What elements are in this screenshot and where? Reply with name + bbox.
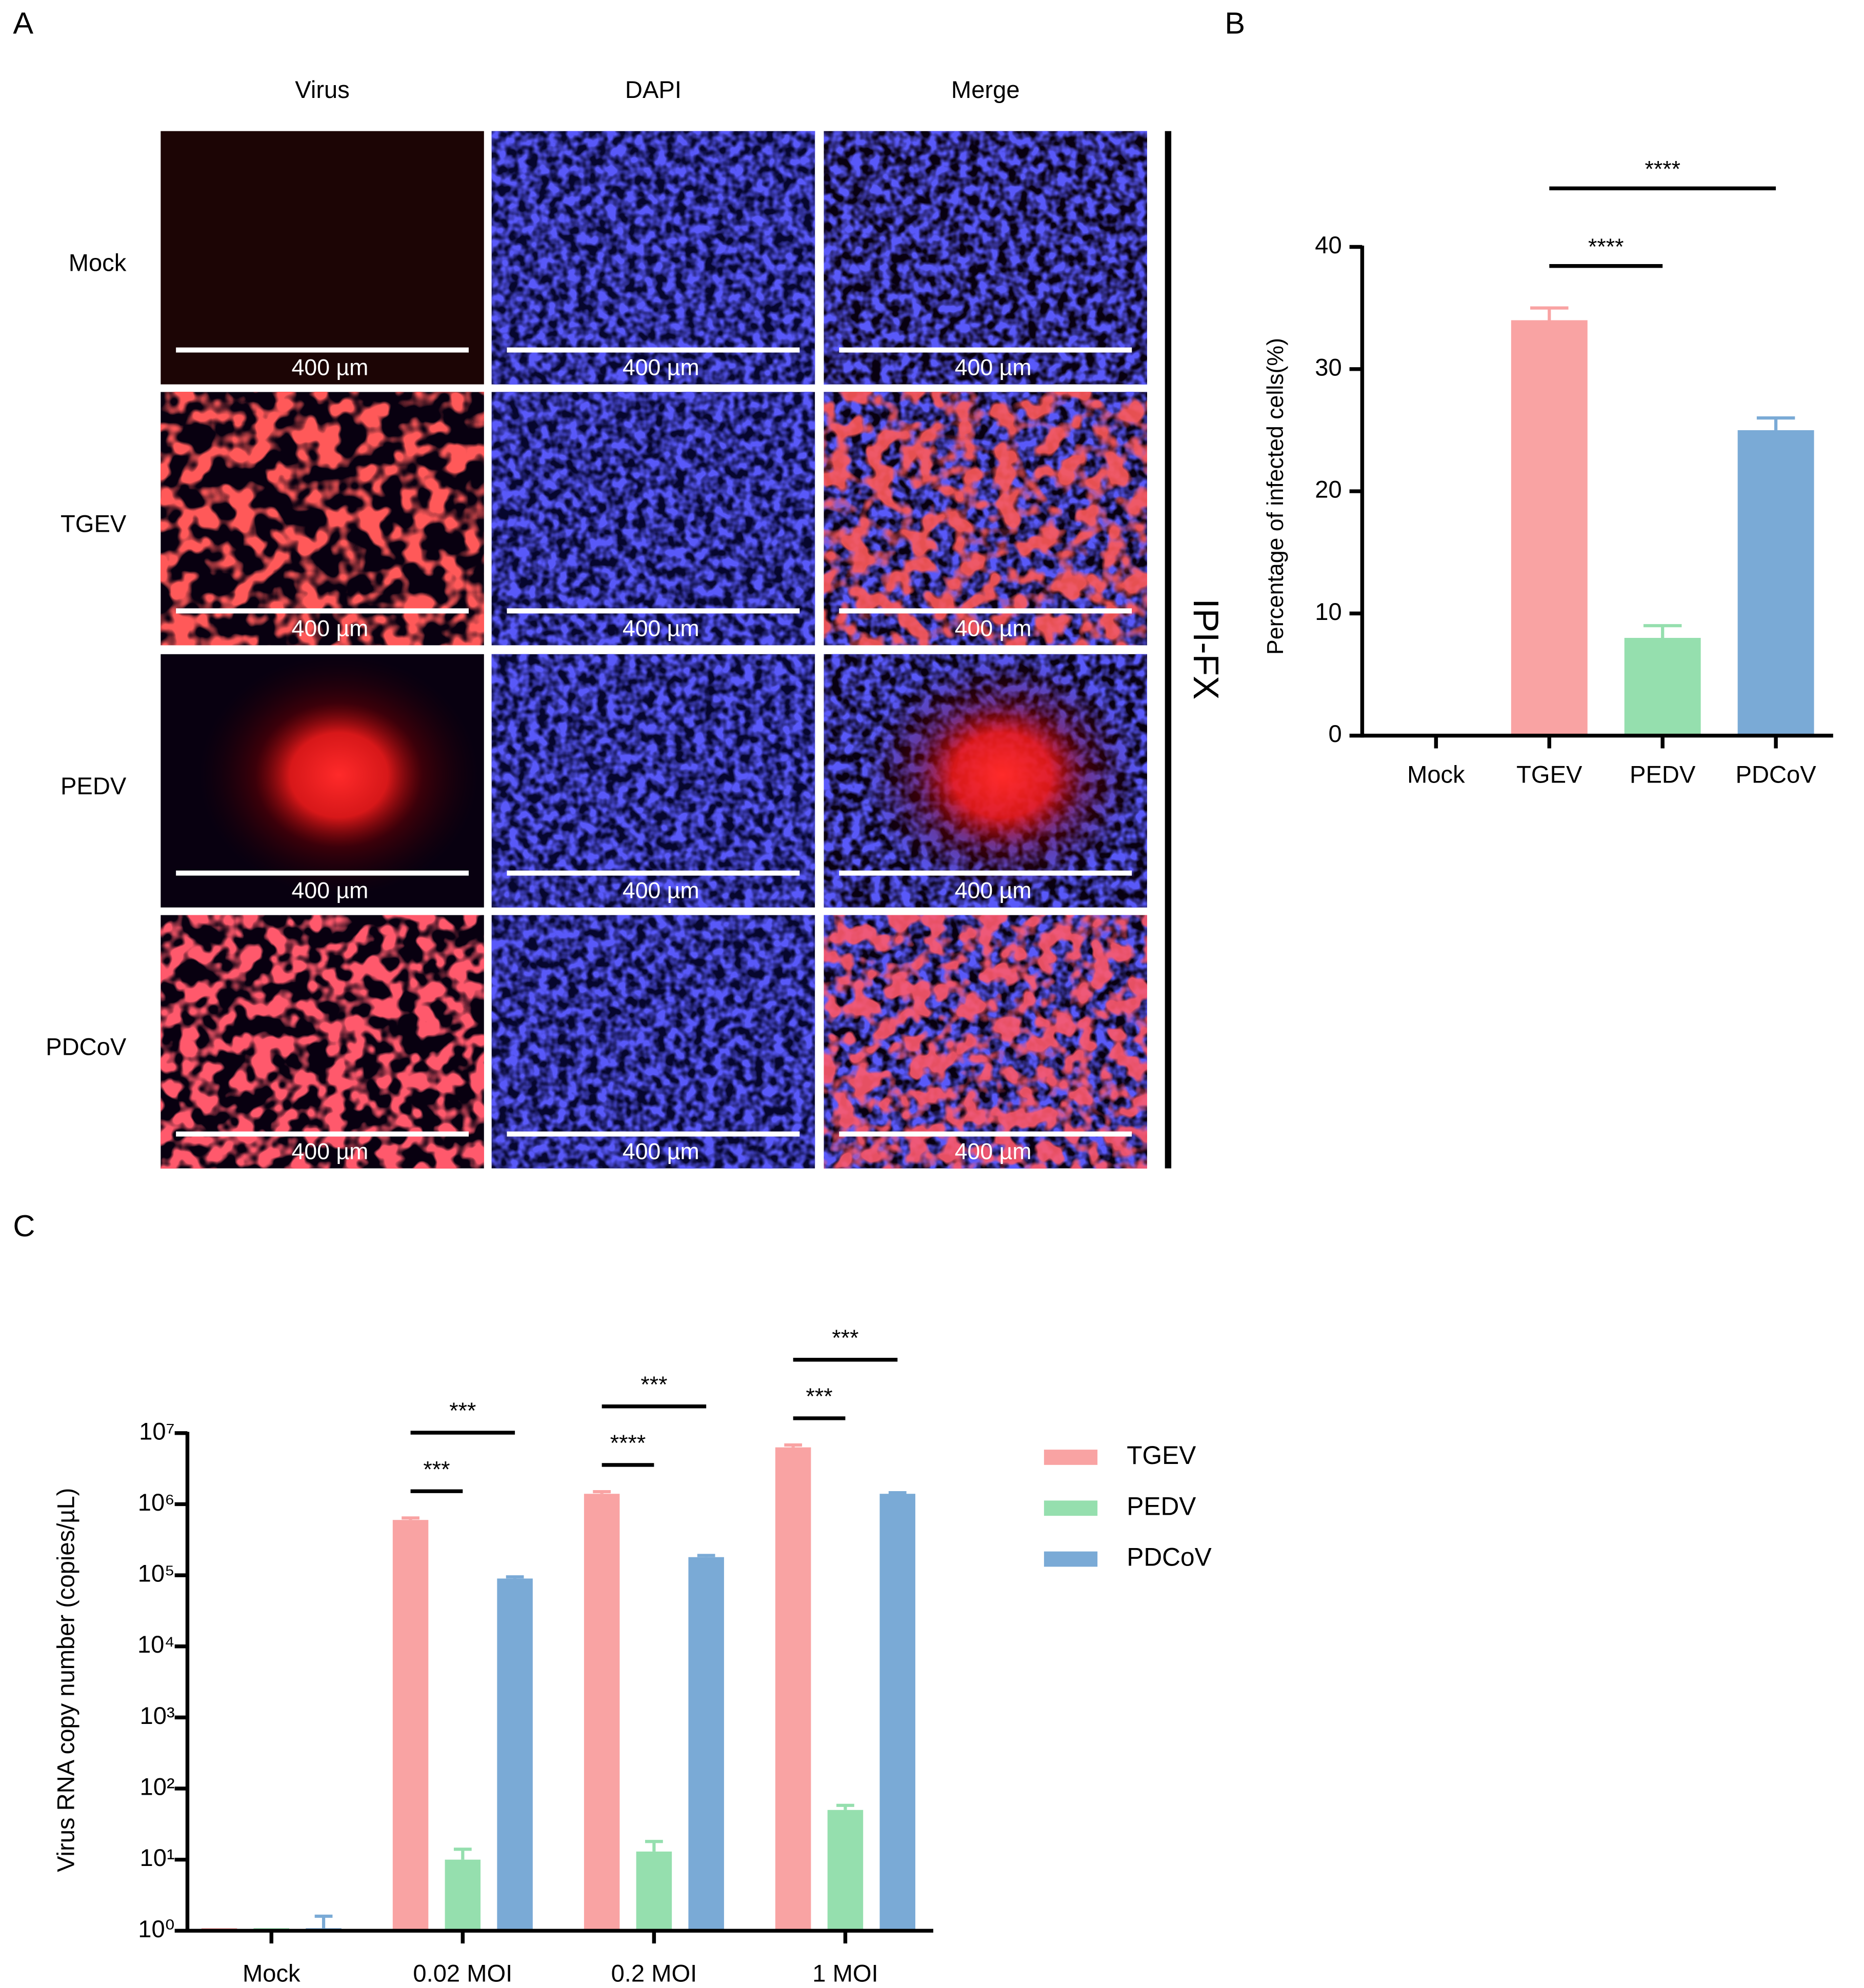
x-tick-label: 0.2 MOI xyxy=(611,1960,697,1987)
y-tick-label: 10⁵ xyxy=(138,1560,175,1587)
row-label: Mock xyxy=(69,249,127,276)
micrograph-texture xyxy=(861,654,1143,896)
column-header: DAPI xyxy=(625,76,682,103)
row-label: TGEV xyxy=(61,510,127,537)
bar xyxy=(879,1494,915,1931)
side-bar xyxy=(1165,131,1172,1169)
scale-bar-label: 400 µm xyxy=(955,616,1032,641)
x-tick-label: 0.02 MOI xyxy=(413,1960,512,1987)
y-tick-label: 10⁰ xyxy=(138,1915,174,1942)
y-tick-label: 10² xyxy=(140,1773,175,1800)
significance-label: **** xyxy=(1645,156,1680,182)
y-tick-label: 10⁷ xyxy=(139,1417,175,1444)
panel-label: B xyxy=(1225,6,1245,40)
x-tick-label: Mock xyxy=(1407,761,1465,788)
scale-bar-label: 400 µm xyxy=(623,878,699,903)
scale-bar-label: 400 µm xyxy=(623,1139,699,1164)
x-tick-label: TGEV xyxy=(1516,761,1582,788)
y-tick-label: 10⁶ xyxy=(138,1489,175,1516)
micrograph-texture xyxy=(161,392,484,646)
micrograph-texture xyxy=(161,915,484,1169)
y-tick-label: 10¹ xyxy=(140,1844,175,1871)
bar xyxy=(636,1851,672,1931)
x-tick-label: PDCoV xyxy=(1736,761,1817,788)
bar xyxy=(688,1557,724,1931)
scale-bar-label: 400 µm xyxy=(292,1139,369,1164)
x-tick-label: PEDV xyxy=(1630,761,1696,788)
row-label: PDCoV xyxy=(46,1033,127,1060)
y-axis-label: Virus RNA copy number (copies/µL) xyxy=(52,1488,79,1872)
panel-label: A xyxy=(13,6,33,40)
y-tick-label: 10 xyxy=(1315,598,1341,625)
y-tick-label: 30 xyxy=(1315,353,1341,380)
bar xyxy=(1737,430,1814,736)
y-tick-label: 10³ xyxy=(140,1702,175,1729)
micrograph-texture xyxy=(491,654,815,908)
bar xyxy=(775,1447,811,1931)
column-header: Virus xyxy=(295,76,350,103)
panel-label: C xyxy=(13,1209,35,1243)
legend-label: PDCoV xyxy=(1127,1543,1211,1572)
scale-bar-label: 400 µm xyxy=(623,355,699,380)
y-tick-label: 40 xyxy=(1315,231,1341,258)
x-tick-label: Mock xyxy=(243,1960,300,1987)
bar xyxy=(1624,638,1701,736)
significance-label: **** xyxy=(1588,234,1624,259)
legend-swatch xyxy=(1044,1551,1098,1567)
side-label: IPI-FX xyxy=(1186,598,1226,699)
micrograph-texture xyxy=(824,392,1147,646)
bar xyxy=(827,1810,864,1931)
scale-bar-label: 400 µm xyxy=(292,355,369,380)
micrograph-texture xyxy=(198,654,479,896)
significance-label: **** xyxy=(610,1431,646,1456)
micrograph-texture xyxy=(491,131,815,385)
micrograph-texture xyxy=(491,392,815,646)
y-axis-label: Percentage of infected cells(%) xyxy=(1263,338,1288,655)
significance-label: *** xyxy=(423,1457,450,1482)
y-tick-label: 20 xyxy=(1315,476,1341,503)
row-label: PEDV xyxy=(61,772,127,799)
scale-bar-label: 400 µm xyxy=(955,355,1032,380)
legend-swatch xyxy=(1044,1450,1098,1465)
bar xyxy=(392,1520,429,1931)
micrograph-texture xyxy=(491,915,815,1169)
scale-bar-label: 400 µm xyxy=(955,878,1032,903)
bar xyxy=(584,1494,620,1931)
micrograph xyxy=(161,131,484,385)
legend-swatch xyxy=(1044,1500,1098,1516)
bar xyxy=(1511,320,1588,736)
y-tick-label: 10⁴ xyxy=(137,1631,175,1658)
significance-label: *** xyxy=(449,1398,476,1423)
y-tick-label: 0 xyxy=(1329,720,1342,747)
micrograph-texture xyxy=(824,915,1147,1169)
scale-bar-label: 400 µm xyxy=(955,1139,1032,1164)
significance-label: *** xyxy=(832,1326,858,1351)
legend-label: TGEV xyxy=(1127,1441,1196,1470)
x-tick-label: 1 MOI xyxy=(812,1960,878,1987)
column-header: Merge xyxy=(951,76,1020,103)
bar xyxy=(445,1859,481,1931)
scale-bar-label: 400 µm xyxy=(292,878,369,903)
significance-label: *** xyxy=(640,1372,667,1397)
legend-label: PEDV xyxy=(1127,1492,1196,1520)
significance-label: *** xyxy=(806,1384,833,1409)
micrograph-texture xyxy=(824,131,1147,385)
bar xyxy=(497,1578,533,1931)
scale-bar-label: 400 µm xyxy=(292,616,369,641)
scale-bar-label: 400 µm xyxy=(623,616,699,641)
